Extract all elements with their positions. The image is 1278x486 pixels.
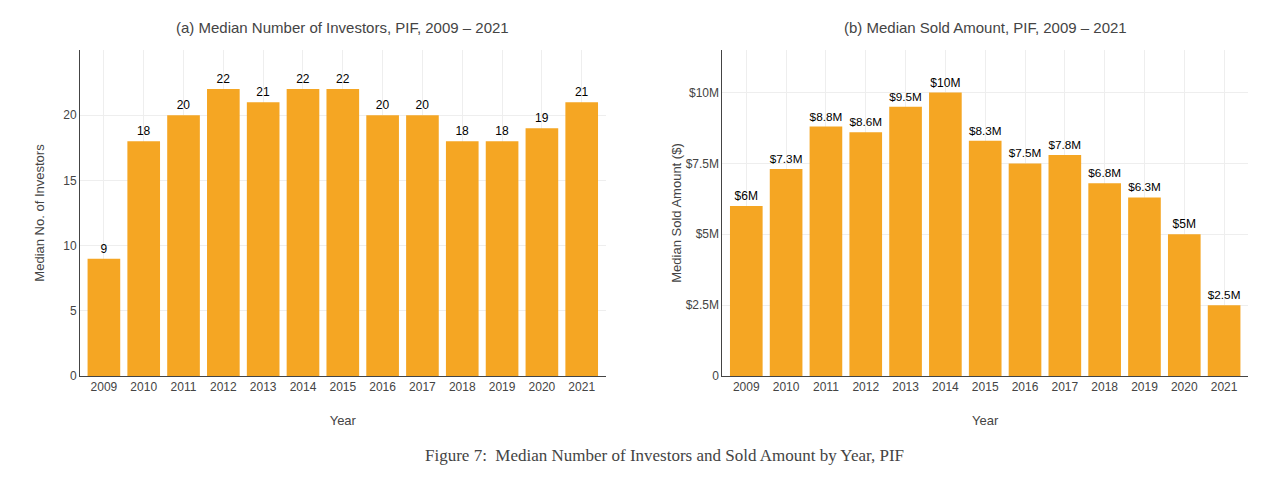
svg-text:2010: 2010 (130, 380, 157, 394)
svg-text:$7.8M: $7.8M (1049, 138, 1082, 151)
svg-text:18: 18 (455, 124, 469, 138)
svg-text:2017: 2017 (409, 380, 436, 394)
svg-text:2011: 2011 (813, 380, 839, 394)
svg-text:2020: 2020 (1171, 380, 1198, 394)
svg-text:2017: 2017 (1051, 380, 1078, 394)
svg-text:20: 20 (416, 98, 430, 112)
svg-text:2012: 2012 (852, 380, 879, 394)
svg-text:$6.3M: $6.3M (1128, 180, 1161, 193)
svg-text:2019: 2019 (1131, 380, 1158, 394)
svg-text:Figure 7: Median Number of In: Figure 7: Median Number of Investors and… (425, 446, 904, 465)
svg-text:0: 0 (712, 369, 719, 383)
svg-text:$9.5M: $9.5M (889, 90, 922, 103)
svg-text:$7.5M: $7.5M (1009, 146, 1042, 159)
svg-text:2015: 2015 (972, 380, 999, 394)
svg-text:Year: Year (330, 413, 357, 428)
svg-text:21: 21 (575, 85, 589, 99)
svg-text:2018: 2018 (1091, 380, 1118, 394)
svg-text:Median No. of Investors: Median No. of Investors (32, 144, 47, 282)
svg-text:19: 19 (535, 111, 549, 125)
svg-text:$8.6M: $8.6M (849, 115, 882, 128)
svg-text:18: 18 (137, 124, 151, 138)
svg-text:0: 0 (70, 369, 77, 383)
svg-text:$2.5M: $2.5M (686, 298, 719, 312)
svg-text:15: 15 (63, 174, 77, 188)
svg-text:(a) Median Number of Investors: (a) Median Number of Investors, PIF, 200… (176, 19, 509, 36)
svg-text:$5M: $5M (1173, 217, 1196, 231)
svg-text:$8.3M: $8.3M (969, 124, 1002, 137)
svg-text:2018: 2018 (449, 380, 476, 394)
svg-text:2009: 2009 (91, 380, 118, 394)
svg-text:22: 22 (296, 72, 310, 86)
svg-text:10: 10 (63, 239, 77, 253)
svg-text:$7.5M: $7.5M (686, 157, 719, 171)
svg-text:$6.8M: $6.8M (1088, 166, 1121, 179)
svg-text:$6M: $6M (735, 189, 758, 203)
svg-text:Median Sold Amount ($): Median Sold Amount ($) (669, 143, 684, 282)
svg-text:2014: 2014 (932, 380, 959, 394)
svg-text:20: 20 (376, 98, 390, 112)
svg-text:20: 20 (177, 98, 191, 112)
svg-text:5: 5 (70, 304, 77, 318)
svg-text:(b) Median Sold Amount, PIF, 2: (b) Median Sold Amount, PIF, 2009 – 2021 (844, 19, 1127, 36)
svg-text:9: 9 (100, 242, 107, 256)
svg-text:2019: 2019 (489, 380, 516, 394)
svg-text:22: 22 (336, 72, 350, 86)
svg-text:20: 20 (63, 108, 77, 122)
svg-text:$10M: $10M (930, 76, 960, 90)
svg-text:2014: 2014 (290, 380, 317, 394)
svg-text:$2.5M: $2.5M (1208, 288, 1241, 301)
svg-text:2015: 2015 (329, 380, 356, 394)
svg-text:2012: 2012 (210, 380, 237, 394)
svg-text:2016: 2016 (1012, 380, 1039, 394)
svg-text:2013: 2013 (892, 380, 919, 394)
svg-text:21: 21 (256, 85, 270, 99)
svg-text:18: 18 (495, 124, 509, 138)
svg-text:$10M: $10M (689, 86, 719, 100)
svg-text:2011: 2011 (171, 380, 197, 394)
svg-text:2016: 2016 (369, 380, 396, 394)
svg-text:$7.3M: $7.3M (770, 152, 803, 165)
svg-text:2021: 2021 (568, 380, 595, 394)
svg-text:2009: 2009 (733, 380, 760, 394)
svg-text:2020: 2020 (529, 380, 556, 394)
svg-text:2013: 2013 (250, 380, 277, 394)
svg-text:2021: 2021 (1211, 380, 1238, 394)
svg-text:2010: 2010 (773, 380, 800, 394)
svg-text:$8.8M: $8.8M (810, 110, 843, 123)
svg-text:$5M: $5M (696, 227, 719, 241)
svg-text:Year: Year (972, 413, 999, 428)
svg-text:22: 22 (217, 72, 231, 86)
